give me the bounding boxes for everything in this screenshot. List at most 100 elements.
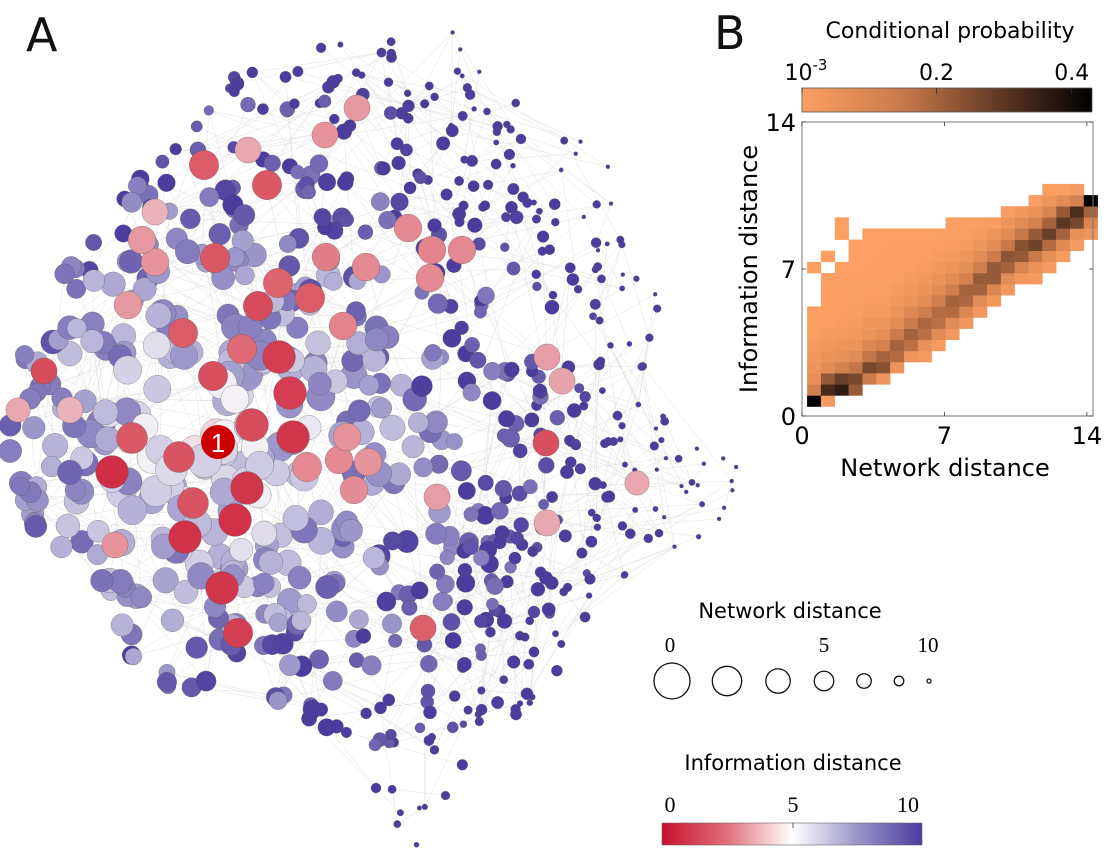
network-node — [603, 437, 613, 447]
network-edge — [422, 627, 530, 703]
network-node — [598, 387, 606, 395]
network-node — [157, 173, 176, 192]
heatmap-cell — [973, 239, 988, 251]
size-legend-circle — [926, 678, 932, 684]
network-edge — [620, 439, 675, 547]
network-node — [477, 474, 494, 491]
heatmap-cell — [807, 362, 822, 374]
network-node — [328, 311, 358, 341]
heatmap-cell — [876, 284, 891, 296]
heatmap-cell — [1000, 239, 1015, 251]
network-node — [595, 248, 601, 253]
network-node — [496, 613, 513, 629]
network-node — [335, 123, 353, 140]
network-edge — [230, 644, 367, 714]
network-node — [287, 565, 312, 590]
heatmap-cell — [876, 273, 891, 285]
network-node — [370, 192, 390, 211]
heatmap-cell — [1000, 273, 1015, 285]
heatmap-cell — [820, 339, 835, 352]
network-node — [110, 613, 134, 637]
heatmap-cells — [807, 183, 1098, 407]
size-legend-circle — [893, 675, 905, 687]
heatmap-cell — [1000, 250, 1015, 263]
heatmap-cell — [987, 217, 1002, 229]
network-node — [513, 517, 529, 533]
network-edge — [452, 32, 522, 140]
heatmap-cell — [917, 261, 932, 274]
heatmap-cell — [1000, 284, 1015, 296]
network-edge — [388, 82, 474, 187]
network-node — [573, 285, 583, 294]
network-node — [169, 142, 182, 156]
network-node — [604, 241, 610, 247]
network-node — [511, 98, 521, 108]
network-node — [368, 738, 382, 752]
colorbar-title: Conditional probability — [826, 19, 1075, 44]
heatmap-cell — [1083, 228, 1098, 240]
heatmap-cell — [820, 295, 835, 307]
network-node — [500, 242, 510, 252]
network-node — [423, 483, 451, 511]
network-node — [388, 633, 403, 648]
heatmap-cell — [848, 317, 863, 329]
network-edge — [542, 251, 548, 358]
network-node — [127, 225, 157, 255]
network-node — [403, 181, 417, 195]
network-node — [624, 528, 636, 540]
heatmap-cell — [1070, 228, 1085, 240]
network-edge — [345, 182, 473, 346]
heatmap-cell — [820, 284, 835, 296]
network-node — [246, 66, 259, 79]
network-node — [419, 99, 430, 109]
heatmap-cell — [876, 261, 891, 274]
network-node — [278, 235, 297, 253]
network-node — [315, 575, 340, 599]
network-node — [730, 488, 735, 493]
network-edge — [505, 343, 630, 499]
network-node — [393, 213, 423, 243]
network-node — [317, 173, 337, 192]
network-node — [420, 655, 438, 673]
heatmap-cell — [848, 250, 863, 263]
network-node — [311, 242, 341, 272]
heatmap-cell — [945, 273, 960, 285]
network-edge — [731, 466, 737, 482]
network-edge — [549, 613, 562, 645]
heatmap-cell — [904, 261, 919, 274]
network-node — [190, 120, 203, 133]
network-node — [535, 207, 543, 215]
heatmap-cell — [834, 306, 849, 318]
network-node — [425, 522, 448, 545]
network-edge — [499, 542, 587, 574]
network-node — [643, 533, 654, 544]
network-node — [587, 508, 596, 517]
heatmap-x-label: Network distance — [840, 454, 1050, 482]
network-edge — [393, 482, 448, 558]
heatmap-cell — [834, 328, 849, 340]
network-node — [429, 563, 446, 580]
network-node — [370, 782, 382, 794]
network-node — [560, 136, 569, 145]
network-node — [626, 341, 633, 347]
network-edge — [482, 169, 562, 208]
network-node — [454, 216, 465, 228]
network-node — [374, 701, 387, 715]
network-edge — [203, 71, 299, 166]
network-edge — [642, 366, 675, 547]
network-node — [124, 647, 143, 666]
heatmap-cell — [890, 306, 905, 318]
network-node — [699, 501, 706, 508]
network-edge — [510, 567, 517, 715]
network-edge — [478, 400, 493, 511]
network-node — [430, 745, 440, 754]
heatmap-cell — [807, 373, 822, 385]
heatmap-cell — [834, 362, 849, 374]
network-node — [522, 197, 533, 208]
network-node — [672, 544, 677, 549]
network-node — [198, 361, 228, 391]
network-edge — [435, 268, 514, 273]
network-edge — [237, 52, 382, 84]
network-node — [386, 48, 397, 59]
size-legend-tick-label: 10 — [918, 633, 939, 657]
